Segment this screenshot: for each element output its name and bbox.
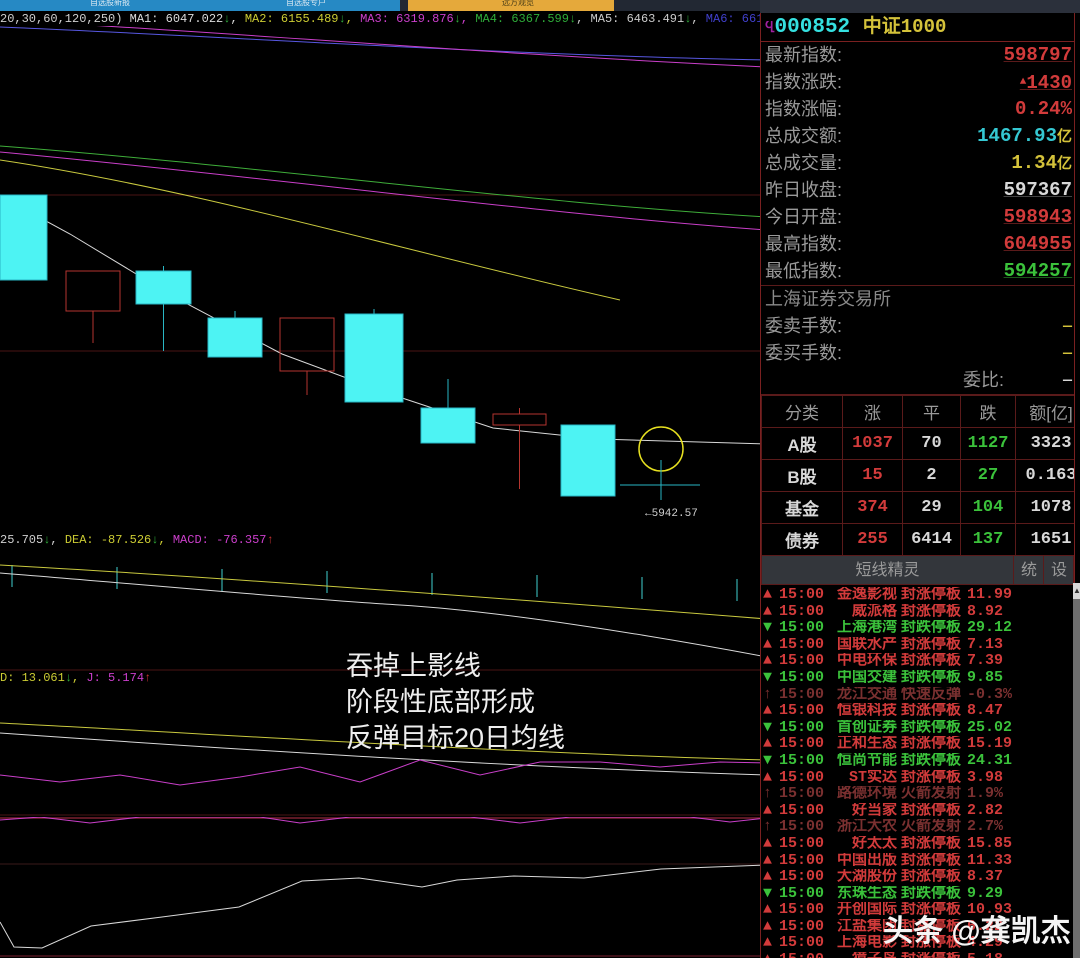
svg-text:←5942.57: ←5942.57 — [645, 508, 698, 520]
